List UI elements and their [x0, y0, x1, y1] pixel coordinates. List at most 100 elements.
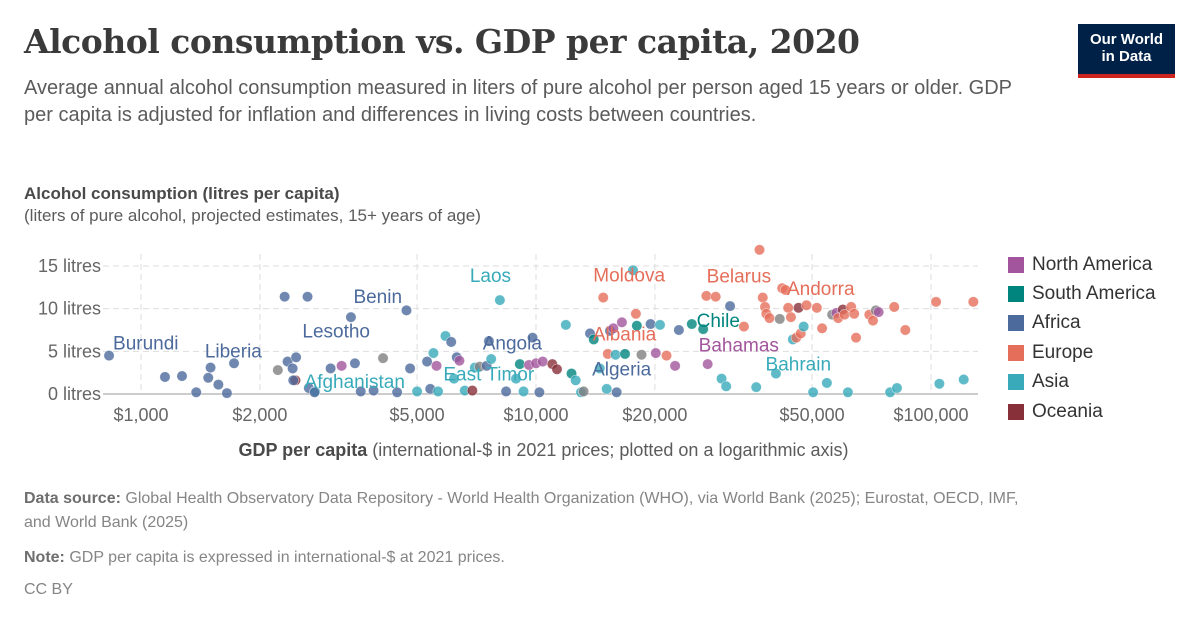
data-point[interactable] [616, 316, 628, 328]
data-point[interactable] [485, 353, 497, 365]
data-point[interactable] [597, 292, 609, 304]
data-point[interactable] [594, 362, 606, 374]
data-point[interactable] [636, 349, 648, 361]
data-point[interactable] [368, 385, 380, 397]
data-point[interactable] [611, 386, 623, 398]
data-point[interactable] [700, 290, 712, 302]
data-point[interactable] [336, 360, 348, 372]
data-point[interactable] [570, 374, 582, 386]
data-point[interactable] [816, 322, 828, 334]
data-point[interactable] [967, 296, 979, 308]
data-point[interactable] [551, 363, 563, 375]
data-point[interactable] [888, 301, 900, 313]
legend-item[interactable]: Oceania [1008, 397, 1156, 426]
license[interactable]: CC BY [24, 581, 73, 598]
data-point[interactable] [190, 386, 202, 398]
data-point[interactable] [411, 385, 423, 397]
data-point[interactable] [400, 304, 412, 316]
data-point[interactable] [445, 336, 457, 348]
data-point[interactable] [811, 302, 823, 314]
data-point[interactable] [533, 386, 545, 398]
data-point[interactable] [774, 313, 786, 325]
data-point[interactable] [345, 311, 357, 323]
data-point[interactable] [630, 308, 642, 320]
data-point[interactable] [431, 360, 443, 372]
country-label[interactable]: Belarus [707, 266, 771, 287]
data-point[interactable] [290, 351, 302, 363]
data-point[interactable] [432, 385, 444, 397]
data-point[interactable] [821, 377, 833, 389]
data-point[interactable] [958, 373, 970, 385]
data-point[interactable] [631, 320, 643, 332]
data-point[interactable] [272, 364, 284, 376]
data-point[interactable] [738, 321, 750, 333]
data-point[interactable] [757, 292, 769, 304]
data-point[interactable] [391, 386, 403, 398]
data-point[interactable] [453, 355, 465, 367]
data-point[interactable] [404, 362, 416, 374]
data-point[interactable] [785, 311, 797, 323]
data-point[interactable] [537, 356, 549, 368]
data-point[interactable] [754, 244, 766, 256]
data-point[interactable] [325, 362, 337, 374]
data-point[interactable] [724, 300, 736, 312]
data-point[interactable] [867, 315, 879, 327]
data-point[interactable] [720, 380, 732, 392]
data-point[interactable] [518, 385, 530, 397]
data-point[interactable] [686, 318, 698, 330]
owid-logo[interactable]: Our World in Data [1078, 24, 1175, 78]
data-point[interactable] [176, 370, 188, 382]
data-point[interactable] [770, 368, 782, 380]
legend-item[interactable]: Africa [1008, 309, 1156, 338]
legend-item[interactable]: North America [1008, 250, 1156, 279]
data-point[interactable] [899, 324, 911, 336]
data-point[interactable] [891, 382, 903, 394]
data-point[interactable] [779, 284, 791, 296]
legend-item[interactable]: Europe [1008, 338, 1156, 367]
data-point[interactable] [673, 324, 685, 336]
data-point[interactable] [588, 333, 600, 345]
data-point[interactable] [763, 312, 775, 324]
data-point[interactable] [661, 350, 673, 362]
data-point[interactable] [578, 385, 590, 397]
data-point[interactable] [309, 386, 321, 398]
data-point[interactable] [159, 371, 171, 383]
data-point[interactable] [500, 385, 512, 397]
data-point[interactable] [302, 291, 314, 303]
country-label[interactable]: Chile [697, 311, 740, 332]
data-point[interactable] [619, 348, 631, 360]
data-point[interactable] [801, 299, 813, 311]
data-point[interactable] [601, 383, 613, 395]
data-point[interactable] [702, 358, 714, 370]
data-point[interactable] [466, 385, 478, 397]
country-label[interactable]: Bahamas [699, 336, 779, 357]
country-label[interactable]: Burundi [113, 334, 179, 355]
legend-item[interactable]: South America [1008, 279, 1156, 308]
data-point[interactable] [483, 335, 495, 347]
data-point[interactable] [287, 362, 299, 374]
data-point[interactable] [750, 381, 762, 393]
data-point[interactable] [560, 319, 572, 331]
data-point[interactable] [669, 360, 681, 372]
data-point[interactable] [782, 302, 794, 314]
data-point[interactable] [355, 385, 367, 397]
data-point[interactable] [228, 357, 240, 369]
country-label[interactable]: Angola [483, 333, 543, 354]
country-label[interactable]: Algeria [592, 359, 652, 380]
country-label[interactable]: Albania [593, 325, 657, 346]
data-point[interactable] [427, 347, 439, 359]
country-label[interactable]: Benin [353, 287, 402, 308]
data-point[interactable] [650, 347, 662, 359]
data-point[interactable] [212, 379, 224, 391]
legend-item[interactable]: Asia [1008, 368, 1156, 397]
country-label[interactable]: Laos [470, 266, 511, 287]
data-point[interactable] [627, 264, 639, 276]
country-label[interactable]: Andorra [787, 279, 855, 300]
data-point[interactable] [850, 332, 862, 344]
data-point[interactable] [710, 291, 722, 303]
data-point[interactable] [873, 306, 885, 318]
data-point[interactable] [421, 356, 433, 368]
country-label[interactable]: Lesotho [302, 321, 370, 342]
data-point[interactable] [377, 352, 389, 364]
data-point[interactable] [697, 323, 709, 335]
